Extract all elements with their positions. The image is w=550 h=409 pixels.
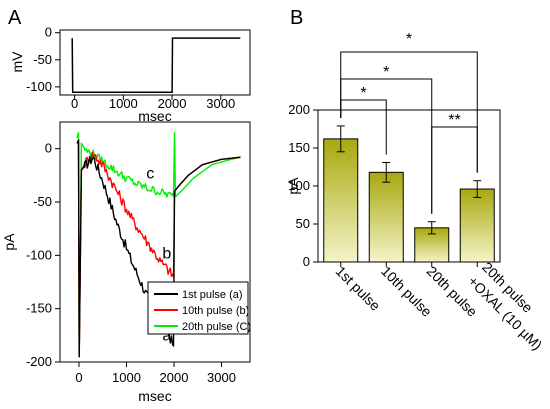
plot-frame [59,29,251,96]
y-tick-label: 0 [303,254,310,269]
y-tick-label: 200 [288,102,310,117]
significance-label: * [383,64,389,81]
y-tick-label: -150 [26,301,52,316]
trace-c [76,132,241,358]
x-tick-label: 0 [75,370,82,385]
y-axis-label: pA [285,177,301,195]
x-tick-label: 1000 [112,370,141,385]
legend: 1st pulse (a) 10th pulse (b) 20th pulse (C… [147,281,251,335]
y-tick-label: 100 [288,178,310,193]
y-tick-label: -100 [26,247,52,262]
x-tick-label: 2000 [158,96,187,111]
panel-label-b: B [290,7,303,29]
x-tick-label: 0 [71,96,78,111]
x-tick-label: 2000 [160,370,189,385]
y-tick-label: 0 [45,141,52,156]
legend-label: 20th pulse (C) [182,321,251,333]
y-tick-label: 50 [296,216,310,231]
panel-label-a: A [8,7,22,29]
x-tick-label: 3000 [207,370,236,385]
bar [459,188,495,263]
x-axis-label: msec [138,388,171,404]
plot-frame [317,109,501,263]
y-tick-label: -100 [26,79,52,94]
legend-label: 1st pulse (a) [182,289,243,301]
y-tick-label: -200 [26,354,52,369]
significance-bracket [340,51,478,173]
y-tick-label: 0 [45,25,52,40]
y-tick-label: 150 [288,140,310,155]
x-axis-label: msec [138,108,171,124]
y-axis-label: pA [1,233,17,251]
x-tick-label: 3000 [206,96,235,111]
voltage-step-line [71,37,241,94]
significance-label: * [406,31,412,48]
y-tick-label: -50 [33,52,52,67]
significance-bracket [431,126,478,214]
trace-label-a: a [162,328,171,345]
significance-label: ** [448,112,460,129]
bar [368,171,404,263]
legend-label: 10th pulse (b) [182,305,249,317]
bar [323,138,359,263]
significance-label: * [360,85,366,102]
current-trace-chart: 0 -50 -100 -150 -200 0 1000 2000 3000 a b c pA ms… [1,121,251,404]
category-label: 1st pulse [333,263,384,314]
y-tick-label: -50 [33,194,52,209]
trace-label-c: c [146,166,154,183]
y-axis-label: mV [9,51,25,73]
plot-frame [59,121,251,363]
x-tick-label: 1000 [109,96,138,111]
voltage-protocol-chart: 0 -50 -100 0 1000 2000 3000 mV msec [9,25,251,124]
trace-label-b: b [162,246,171,263]
